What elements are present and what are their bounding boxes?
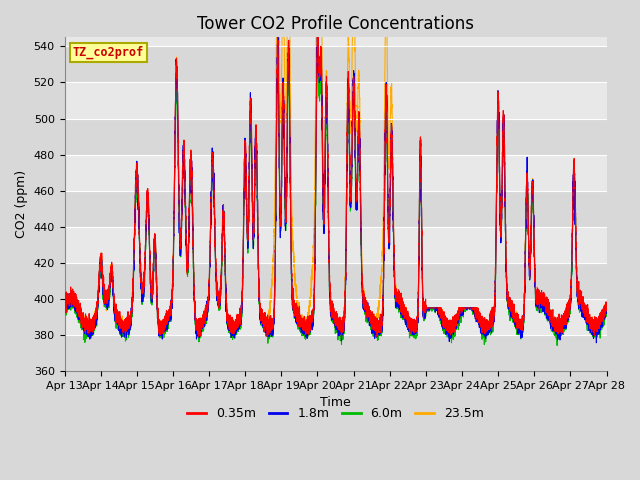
- Bar: [65, 191, 607, 227]
- Bar: [65, 47, 607, 83]
- Text: TZ_co2prof: TZ_co2prof: [73, 46, 144, 59]
- Bar: [65, 299, 607, 335]
- Bar: [65, 155, 607, 191]
- Bar: [65, 263, 607, 299]
- Bar: [65, 335, 607, 371]
- X-axis label: Time: Time: [320, 396, 351, 409]
- Title: Tower CO2 Profile Concentrations: Tower CO2 Profile Concentrations: [197, 15, 474, 33]
- Legend: 0.35m, 1.8m, 6.0m, 23.5m: 0.35m, 1.8m, 6.0m, 23.5m: [182, 402, 489, 425]
- Bar: [65, 227, 607, 263]
- Bar: [65, 83, 607, 119]
- Bar: [65, 119, 607, 155]
- Y-axis label: CO2 (ppm): CO2 (ppm): [15, 170, 28, 238]
